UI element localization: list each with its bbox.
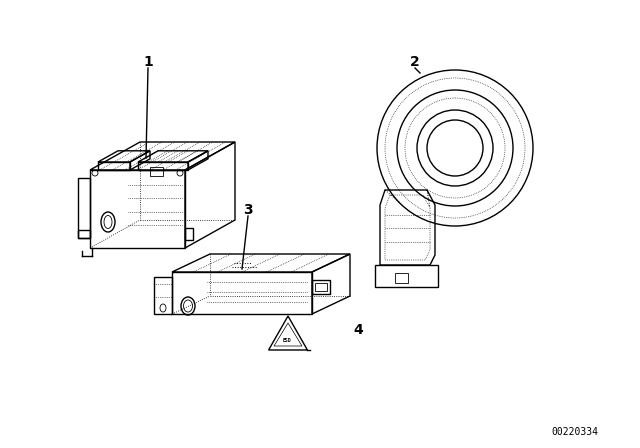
Text: ESD: ESD	[283, 337, 291, 343]
Text: 3: 3	[243, 203, 253, 217]
Text: 00220334: 00220334	[552, 427, 598, 437]
Text: 4: 4	[353, 323, 363, 337]
Text: 2: 2	[410, 55, 420, 69]
Text: 1: 1	[143, 55, 153, 69]
